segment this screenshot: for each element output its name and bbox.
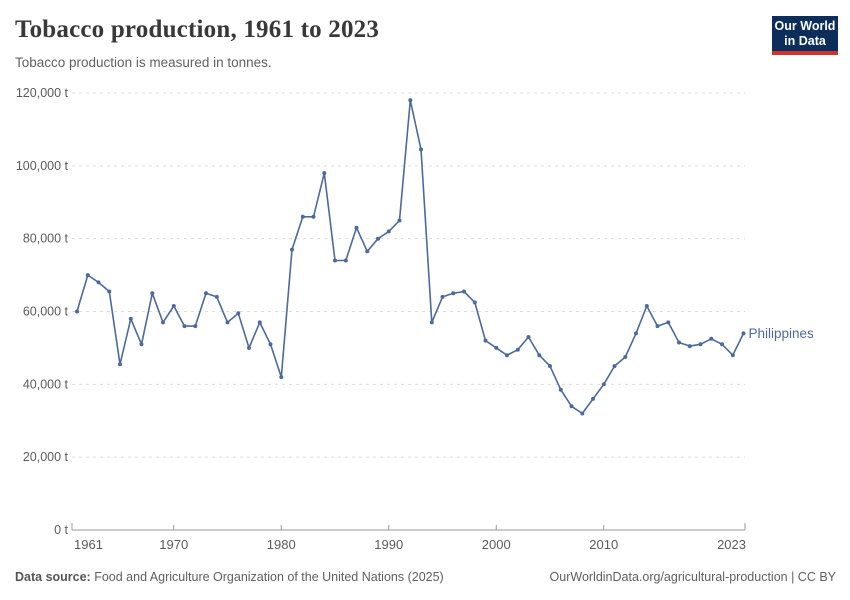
x-tick-label: 1980	[267, 537, 296, 552]
data-point[interactable]	[569, 404, 574, 409]
data-point[interactable]	[548, 364, 552, 369]
y-tick-label: 60,000 t	[23, 305, 69, 319]
data-point[interactable]	[741, 331, 746, 336]
data-point[interactable]	[472, 300, 477, 305]
data-point[interactable]	[204, 291, 208, 296]
data-point[interactable]	[505, 353, 509, 358]
data-point[interactable]	[161, 320, 165, 325]
data-point[interactable]	[612, 364, 617, 369]
chart-title: Tobacco production, 1961 to 2023	[15, 16, 380, 43]
data-point[interactable]	[150, 291, 155, 296]
data-point[interactable]	[279, 375, 284, 380]
data-point[interactable]	[709, 336, 714, 341]
x-tick-label: 1990	[374, 537, 403, 552]
data-point[interactable]	[580, 411, 585, 416]
data-point[interactable]	[462, 289, 466, 294]
x-tick-label: 2023	[717, 537, 746, 552]
y-tick-label: 0 t	[54, 523, 68, 537]
data-point[interactable]	[75, 309, 79, 314]
data-point[interactable]	[107, 289, 112, 294]
data-point[interactable]	[591, 396, 595, 401]
data-point[interactable]	[365, 249, 370, 254]
data-point[interactable]	[397, 218, 402, 223]
data-point[interactable]	[666, 320, 671, 325]
data-point[interactable]	[526, 335, 531, 339]
data-point[interactable]	[483, 338, 488, 343]
data-point[interactable]	[343, 258, 348, 263]
data-point[interactable]	[193, 324, 198, 329]
data-point[interactable]	[558, 387, 563, 392]
trend-line-philippines[interactable]	[76, 99, 745, 415]
data-point[interactable]	[601, 382, 606, 387]
data-point[interactable]	[236, 311, 241, 316]
data-point[interactable]	[268, 342, 273, 347]
x-tick-label: 2010	[589, 537, 618, 552]
data-point[interactable]	[408, 98, 413, 103]
data-point[interactable]	[182, 324, 187, 329]
chart-subtitle: Tobacco production is measured in tonnes…	[15, 55, 272, 70]
data-point[interactable]	[247, 345, 251, 350]
data-point[interactable]	[655, 324, 660, 329]
data-point[interactable]	[515, 347, 520, 352]
data-point[interactable]	[333, 258, 337, 263]
data-source-label: Data source:	[15, 570, 91, 584]
y-tick-label: 80,000 t	[23, 232, 69, 246]
data-point[interactable]	[118, 362, 122, 367]
data-point[interactable]	[644, 304, 649, 308]
data-point[interactable]	[687, 344, 692, 349]
data-source-text: Food and Agriculture Organization of the…	[90, 570, 444, 584]
x-tick-label: 2000	[482, 537, 511, 552]
data-point[interactable]	[85, 273, 90, 278]
data-source: Data source: Food and Agriculture Organi…	[15, 570, 444, 584]
y-tick-label: 120,000 t	[16, 86, 69, 100]
data-point[interactable]	[376, 236, 380, 241]
chart-footer: Data source: Food and Agriculture Organi…	[0, 566, 850, 590]
data-point[interactable]	[128, 316, 133, 321]
data-point[interactable]	[537, 353, 542, 358]
data-point[interactable]	[225, 320, 230, 325]
data-point[interactable]	[290, 247, 294, 252]
data-point[interactable]	[354, 225, 359, 230]
data-point[interactable]	[730, 353, 735, 358]
data-point[interactable]	[386, 229, 391, 234]
data-point[interactable]	[720, 342, 724, 347]
owid-logo[interactable]: Our World in Data	[772, 16, 838, 55]
data-point[interactable]	[451, 291, 456, 296]
data-point[interactable]	[214, 294, 219, 299]
data-point[interactable]	[494, 345, 499, 350]
data-point[interactable]	[96, 280, 101, 285]
y-tick-label: 100,000 t	[16, 159, 69, 173]
y-tick-label: 20,000 t	[23, 450, 69, 464]
data-point[interactable]	[171, 304, 176, 308]
data-point[interactable]	[698, 342, 703, 347]
data-point[interactable]	[429, 320, 434, 325]
x-tick-label: 1961	[74, 537, 103, 552]
series-label-philippines[interactable]: Philippines	[749, 326, 815, 341]
data-point[interactable]	[257, 320, 262, 325]
data-point[interactable]	[440, 294, 445, 299]
data-point[interactable]	[300, 214, 305, 219]
data-point[interactable]	[623, 355, 628, 359]
owid-logo-line1: Our World	[774, 19, 836, 33]
data-point[interactable]	[139, 342, 144, 347]
x-tick-label: 1970	[159, 537, 188, 552]
data-point[interactable]	[634, 331, 638, 336]
y-tick-label: 40,000 t	[23, 377, 69, 391]
owid-logo-line2: in Data	[784, 34, 826, 48]
data-point[interactable]	[311, 214, 316, 219]
data-point[interactable]	[419, 147, 423, 152]
footer-link[interactable]: OurWorldinData.org/agricultural-producti…	[549, 570, 836, 584]
data-point[interactable]	[677, 340, 681, 345]
data-point[interactable]	[322, 171, 327, 176]
